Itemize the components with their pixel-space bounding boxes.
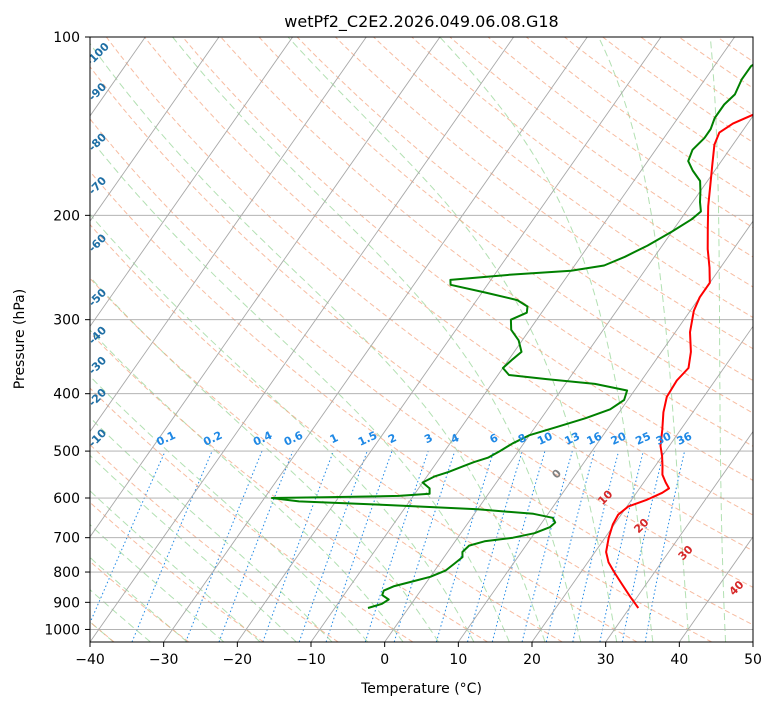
y-axis-ticks: 100 200 300 400 500 600 700 800 900 1000 (44, 30, 90, 638)
isotherm-line (90, 37, 367, 433)
mixing-ratio-label: 10 (535, 429, 555, 447)
y-tick-label: 400 (53, 387, 80, 403)
dry-adiabat-line (144, 37, 753, 516)
x-tick-label: 40 (670, 652, 688, 668)
isotherm-line (236, 37, 662, 642)
mixing-ratio-line (393, 450, 456, 642)
plot-frame (89, 36, 754, 643)
dry-adiabat-line (90, 223, 638, 642)
dry-adiabat-line (90, 170, 712, 642)
dry-adiabat-line (525, 37, 753, 200)
moist-adiabat-line (90, 454, 297, 642)
y-tick-label: 1000 (44, 622, 80, 638)
mixing-ratio-line (364, 450, 429, 642)
moist-adiabat-line (90, 137, 510, 642)
moist-adiabat-line (287, 37, 618, 642)
y-tick-label: 700 (53, 531, 80, 547)
moist-adiabat-line (709, 37, 727, 642)
mixing-ratio-line (467, 450, 523, 642)
y-tick-label: 900 (53, 595, 80, 611)
x-axis-ticks: −40 −30 −20 −10 0 10 20 30 40 50 (75, 642, 762, 668)
mixing-ratio-line (599, 450, 644, 642)
mixing-ratio-line (644, 450, 686, 642)
isotherm-line (678, 536, 753, 642)
moist-adiabat-line (90, 329, 404, 642)
mixing-ratio-line (491, 450, 546, 642)
dry-adiabat-line (373, 37, 753, 319)
x-tick-label: 20 (523, 652, 541, 668)
moist-adiabat-line (598, 37, 690, 642)
dry-adiabat-line (90, 387, 414, 642)
y-tick-label: 800 (53, 565, 80, 581)
mixing-ratio-line (298, 450, 368, 642)
moist-adiabat-line (90, 375, 369, 642)
dewpoint-profile (270, 63, 753, 609)
dry-adiabat-line (296, 37, 753, 382)
isotherm-line (90, 37, 514, 642)
mixing-ratio-label: 20 (609, 429, 629, 447)
isotherm-line (457, 220, 753, 642)
dry-adiabat-line (220, 37, 753, 447)
moist-adiabat-line (439, 37, 654, 642)
dry-adiabat-line (258, 37, 753, 414)
mixing-ratio-line (621, 450, 665, 642)
dry-adiabat-line (105, 37, 753, 552)
moist-adiabat-line (172, 37, 582, 642)
moist-adiabat-line (90, 276, 439, 642)
isotherm-line (384, 115, 753, 642)
chart-title: wetPf2_C2E2.2026.049.06.08.G18 (284, 12, 558, 32)
dry-adiabat-line (90, 443, 339, 642)
mixing-ratio-line (521, 450, 573, 642)
isotherm-line (90, 37, 293, 328)
dry-adiabat-line (335, 37, 753, 350)
isotherm-line (163, 37, 588, 642)
mixing-ratio-label: 25 (633, 430, 652, 448)
y-tick-label: 600 (53, 491, 80, 507)
profile-series (270, 63, 753, 609)
x-tick-label: 50 (744, 652, 762, 668)
dry-adiabat-line (449, 37, 753, 258)
x-tick-label: −20 (223, 652, 253, 668)
isotherm-line (90, 37, 441, 538)
moist-adiabat-lines (90, 37, 727, 642)
skewed-isotherms (90, 37, 753, 642)
y-tick-label: 100 (53, 30, 80, 46)
isotherm-line (90, 37, 220, 222)
x-tick-label: 10 (449, 652, 467, 668)
y-tick-label: 300 (53, 313, 80, 329)
temperature-profile (605, 113, 753, 609)
y-tick-label: 500 (53, 444, 80, 460)
mixing-ratio-label: 36 (675, 429, 695, 447)
mixing-ratio-label: 16 (585, 429, 605, 447)
mixing-ratio-line (325, 450, 393, 642)
moist-adiabat-line (90, 416, 333, 642)
isotherm-line (605, 430, 753, 642)
dry-adiabat-lines (90, 37, 753, 642)
mixing-ratio-label: 13 (563, 430, 582, 448)
isotherm-line (310, 37, 735, 642)
dry-adiabat-line (90, 65, 753, 588)
dry-adiabat-line (90, 118, 753, 626)
moist-adiabat-line (90, 42, 546, 642)
x-tick-label: 0 (380, 652, 389, 668)
y-axis-label: Pressure (hPa) (12, 289, 28, 389)
plot-area: 0.1 0.2 0.4 0.6 1 1.5 2 3 4 6 8 10 13 16 20 25 30 36-100-… (90, 37, 753, 642)
isotherm-line (531, 325, 753, 642)
dry-adiabat-line (90, 277, 563, 642)
mixing-ratio-line (131, 450, 213, 642)
moist-adiabat-line (90, 213, 475, 642)
mixing-ratio-label: 30 (654, 429, 674, 447)
x-axis-label: Temperature (°C) (360, 681, 482, 697)
x-tick-label: 30 (597, 652, 615, 668)
x-tick-label: −10 (296, 652, 326, 668)
dry-adiabat-line (90, 501, 264, 642)
x-tick-label: −40 (75, 652, 105, 668)
y-tick-label: 200 (53, 208, 80, 224)
x-tick-label: −30 (149, 652, 179, 668)
mixing-ratio-line (435, 450, 495, 642)
isobar-gridlines (90, 37, 753, 630)
